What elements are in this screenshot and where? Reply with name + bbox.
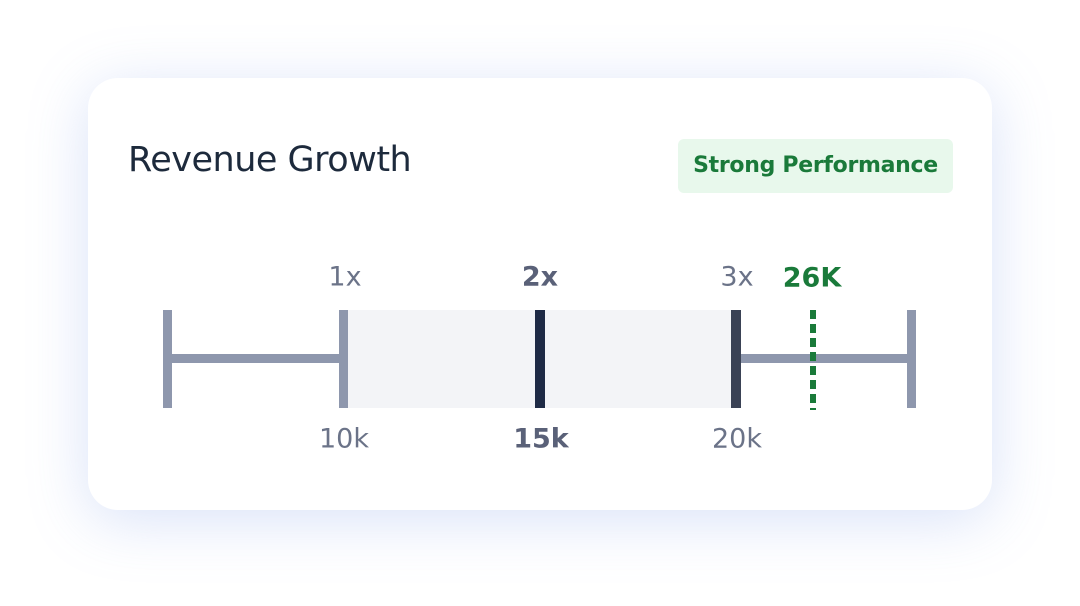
current-label: 26K [783, 263, 843, 294]
marker-line [731, 310, 741, 408]
marker-top-label: 3x [720, 262, 753, 293]
marker-line [339, 310, 348, 408]
right-cap [907, 310, 916, 408]
left-whisker [163, 354, 343, 363]
marker-bottom-label: 15k [513, 424, 570, 455]
marker-line [535, 310, 545, 408]
right-whisker [736, 354, 916, 363]
marker-bottom-label: 10k [319, 424, 369, 455]
card: Revenue Growth Strong Performance [88, 78, 992, 510]
marker-top-label: 1x [328, 262, 361, 293]
card-title: Revenue Growth [128, 140, 412, 180]
status-badge: Strong Performance [678, 139, 953, 193]
marker-bottom-label: 20k [712, 424, 762, 455]
marker-top-label: 2x [522, 262, 558, 293]
